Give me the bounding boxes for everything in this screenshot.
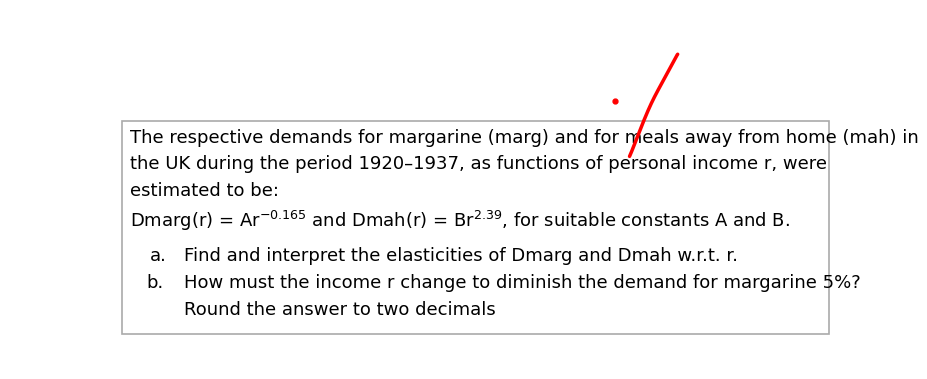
FancyBboxPatch shape [121,121,829,334]
Text: The respective demands for margarine (marg) and for meals away from home (mah) i: The respective demands for margarine (ma… [130,128,919,147]
Text: the UK during the period 1920–1937, as functions of personal income r, were: the UK during the period 1920–1937, as f… [130,155,827,174]
Text: Dmarg(r) = Ar$^{-0.165}$ and Dmah(r) = Br$^{2.39}$, for suitable constants A and: Dmarg(r) = Ar$^{-0.165}$ and Dmah(r) = B… [130,209,790,233]
Text: How must the income r change to diminish the demand for margarine 5%?: How must the income r change to diminish… [184,274,861,292]
Text: Round the answer to two decimals: Round the answer to two decimals [184,301,496,319]
Text: a.: a. [150,247,167,265]
Text: b.: b. [146,274,163,292]
Text: estimated to be:: estimated to be: [130,182,279,200]
Text: Find and interpret the elasticities of Dmarg and Dmah w.r.t. r.: Find and interpret the elasticities of D… [184,247,738,265]
